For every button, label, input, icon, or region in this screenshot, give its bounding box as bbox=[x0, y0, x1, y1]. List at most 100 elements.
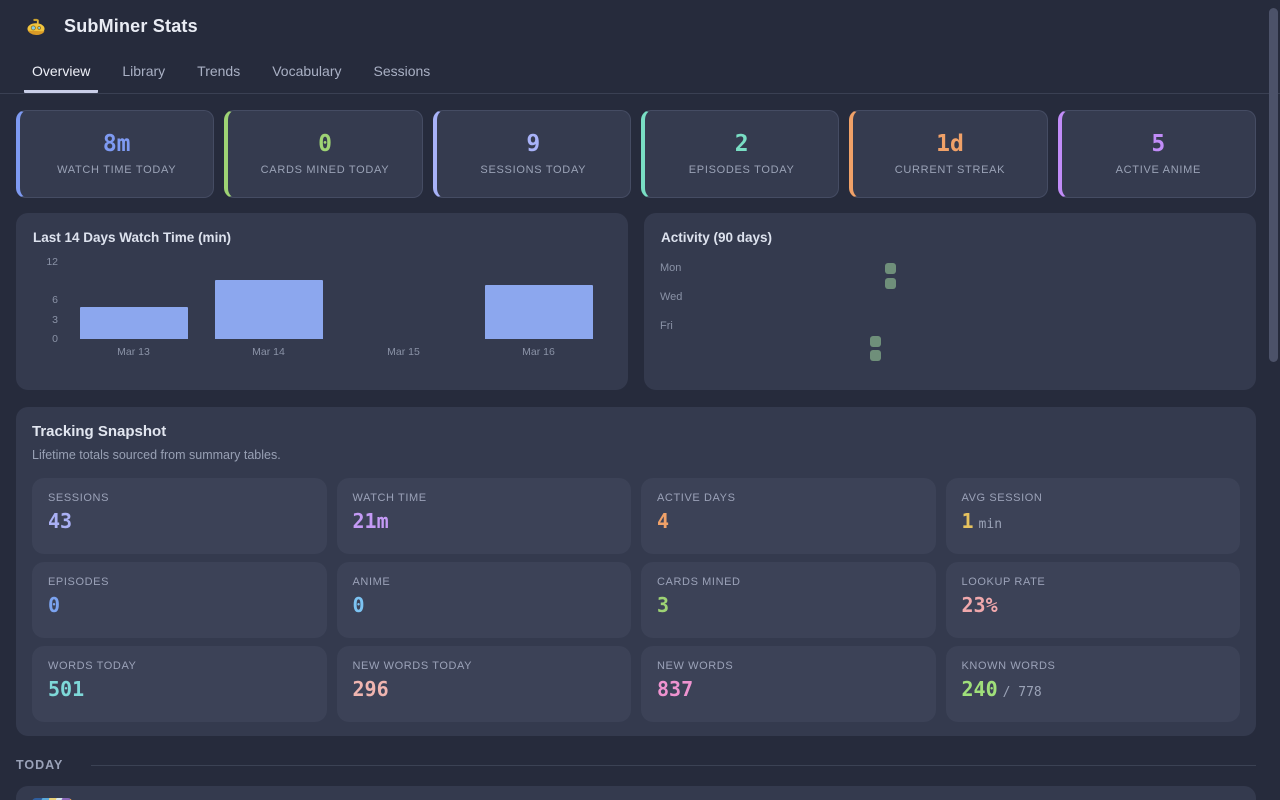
stat-tile-value: 23% bbox=[961, 593, 998, 617]
bar-mar-13 bbox=[79, 307, 188, 339]
bar-mar-16 bbox=[484, 285, 593, 339]
tab-sessions[interactable]: Sessions bbox=[373, 63, 431, 79]
stat-tile-value: 43 bbox=[48, 509, 73, 533]
kpi-card-cards-mined-today: 0 CARDS MINED TODAY bbox=[224, 110, 423, 198]
stat-tile-episodes: EPISODES 0 bbox=[32, 562, 327, 638]
tab-library[interactable]: Library bbox=[122, 63, 166, 79]
stat-tile-label: SESSIONS bbox=[48, 492, 110, 504]
page-title: SubMiner Stats bbox=[64, 16, 198, 36]
stat-tile-suffix: / 778 bbox=[1002, 685, 1042, 700]
kpi-value: 2 bbox=[734, 131, 749, 157]
kpi-label: WATCH TIME TODAY bbox=[57, 164, 177, 176]
kpi-value: 1d bbox=[936, 131, 964, 157]
stat-tile-anime: ANIME 0 bbox=[336, 562, 631, 638]
stat-tile-value: 3 bbox=[657, 593, 670, 617]
stat-tile-label: NEW WORDS bbox=[657, 660, 734, 672]
stat-tile-label: NEW WORDS TODAY bbox=[352, 660, 473, 672]
kpi-row: 8m WATCH TIME TODAY 0 CARDS MINED TODAY 9 SES… bbox=[16, 110, 1256, 198]
tab-vocabulary[interactable]: Vocabulary bbox=[272, 63, 342, 79]
tab-trends[interactable]: Trends bbox=[197, 63, 241, 79]
watch-time-chart-panel: Last 14 Days Watch Time (min) 0 3 6 12 Mar … bbox=[16, 213, 628, 390]
kpi-value: 0 bbox=[318, 131, 332, 157]
stat-tile-value: 0 bbox=[48, 593, 61, 617]
main-content: 8m WATCH TIME TODAY 0 CARDS MINED TODAY 9 SES… bbox=[0, 94, 1280, 800]
y-axis-tick: 3 bbox=[52, 313, 58, 326]
kpi-label: CURRENT STREAK bbox=[894, 164, 1006, 176]
stat-tile-value: 501 bbox=[48, 677, 85, 701]
y-axis-tick: 0 bbox=[52, 333, 58, 345]
stat-tile-sessions: SESSIONS 43 bbox=[32, 478, 327, 554]
stat-tile-value: 21m bbox=[352, 509, 389, 533]
stat-tile-label: ANIME bbox=[352, 576, 391, 588]
tab-bar: Overview Library Trends Vocabulary Sessions bbox=[0, 51, 1280, 94]
today-divider bbox=[91, 764, 1256, 766]
kpi-label: EPISODES TODAY bbox=[688, 164, 795, 176]
stat-tile-suffix: min bbox=[978, 517, 1003, 532]
snapshot-subtitle: Lifetime totals sourced from summary tab… bbox=[32, 448, 281, 462]
bar-mar-14 bbox=[214, 280, 323, 339]
stat-tile-value: 240/ 778 bbox=[961, 677, 1042, 701]
y-axis-tick: 6 bbox=[52, 294, 58, 307]
today-session-card[interactable] bbox=[16, 786, 1256, 800]
stat-tile-new-words: NEW WORDS 837 bbox=[641, 646, 936, 722]
chart-title: Last 14 Days Watch Time (min) bbox=[33, 230, 232, 245]
submarine-icon bbox=[27, 18, 45, 36]
stat-tile-watch-time: WATCH TIME 21m bbox=[336, 478, 631, 554]
stat-tile-cards-mined: CARDS MINED 3 bbox=[641, 562, 936, 638]
activity-heatmap-panel: Activity (90 days) Mon Wed Fri bbox=[644, 213, 1256, 390]
stat-tile-label: EPISODES bbox=[48, 576, 110, 588]
stat-tile-value: 4 bbox=[657, 509, 670, 533]
kpi-label: SESSIONS TODAY bbox=[480, 164, 587, 176]
app-header: SubMiner Stats bbox=[0, 0, 1280, 37]
snapshot-title: Tracking Snapshot bbox=[32, 423, 167, 440]
heatmap-day-label-mon: Mon bbox=[660, 262, 682, 274]
heatmap-day-label-wed: Wed bbox=[660, 291, 683, 303]
stat-tile-value: 1 min bbox=[961, 509, 1003, 533]
anime-cover-thumbnail bbox=[32, 798, 72, 800]
kpi-value: 5 bbox=[1151, 131, 1166, 157]
kpi-card-sessions-today: 9 SESSIONS TODAY bbox=[432, 110, 631, 198]
stat-tile-label: ACTIVE DAYS bbox=[657, 492, 736, 504]
stat-tile-known-words: KNOWN WORDS 240/ 778 bbox=[945, 646, 1240, 722]
x-axis-label: Mar 13 bbox=[117, 346, 150, 358]
activity-title: Activity (90 days) bbox=[661, 230, 773, 245]
heatmap-active-cell bbox=[885, 263, 896, 274]
heatmap-active-cell bbox=[870, 335, 881, 347]
stat-tile-label: KNOWN WORDS bbox=[961, 660, 1056, 672]
kpi-value: 9 bbox=[526, 131, 541, 157]
stat-tile-label: LOOKUP RATE bbox=[961, 576, 1046, 588]
stat-tile-value: 837 bbox=[657, 677, 694, 701]
today-section-header: TODAY bbox=[16, 758, 1256, 772]
stat-tile-lookup-rate: LOOKUP RATE 23% bbox=[945, 562, 1240, 638]
heatmap-day-label-fri: Fri bbox=[660, 320, 673, 332]
kpi-card-current-streak: 1d CURRENT STREAK bbox=[849, 110, 1048, 198]
x-axis-label: Mar 15 bbox=[387, 346, 420, 358]
kpi-card-watch-time-today: 8m WATCH TIME TODAY bbox=[16, 110, 215, 198]
watch-chart-plot bbox=[66, 259, 606, 339]
heatmap-active-cell bbox=[885, 277, 896, 289]
kpi-label: ACTIVE ANIME bbox=[1115, 164, 1202, 176]
snapshot-tile-grid: SESSIONS 43 WATCH TIME 21m ACTIVE DAYS 4 AVG S… bbox=[32, 478, 1240, 722]
kpi-value: 8m bbox=[102, 131, 131, 157]
stat-tile-label: WORDS TODAY bbox=[48, 660, 137, 672]
kpi-card-episodes-today: 2 EPISODES TODAY bbox=[640, 110, 840, 198]
stat-tile-label: WATCH TIME bbox=[352, 492, 427, 504]
tracking-snapshot-panel: Tracking Snapshot Lifetime totals source… bbox=[16, 407, 1256, 736]
stat-tile-new-words-today: NEW WORDS TODAY 296 bbox=[336, 646, 631, 722]
stat-tile-active-days: ACTIVE DAYS 4 bbox=[641, 478, 936, 554]
stat-tile-avg-session: AVG SESSION 1 min bbox=[945, 478, 1240, 554]
heatmap-active-cell bbox=[870, 350, 881, 361]
y-axis-tick: 12 bbox=[46, 255, 58, 268]
stat-tile-words-today: WORDS TODAY 501 bbox=[32, 646, 327, 722]
kpi-label: CARDS MINED TODAY bbox=[260, 164, 390, 176]
today-label: TODAY bbox=[16, 758, 64, 772]
stat-tile-label: CARDS MINED bbox=[657, 576, 741, 588]
x-axis-label: Mar 16 bbox=[522, 346, 555, 358]
x-axis-label: Mar 14 bbox=[252, 346, 285, 358]
charts-row: Last 14 Days Watch Time (min) 0 3 6 12 Mar … bbox=[16, 213, 1256, 390]
stat-tile-value: 296 bbox=[352, 677, 389, 701]
kpi-card-active-anime: 5 ACTIVE ANIME bbox=[1057, 110, 1256, 198]
stat-tile-value: 0 bbox=[352, 593, 365, 617]
vertical-scrollbar-thumb[interactable] bbox=[1269, 8, 1278, 362]
tab-overview[interactable]: Overview bbox=[24, 51, 99, 93]
